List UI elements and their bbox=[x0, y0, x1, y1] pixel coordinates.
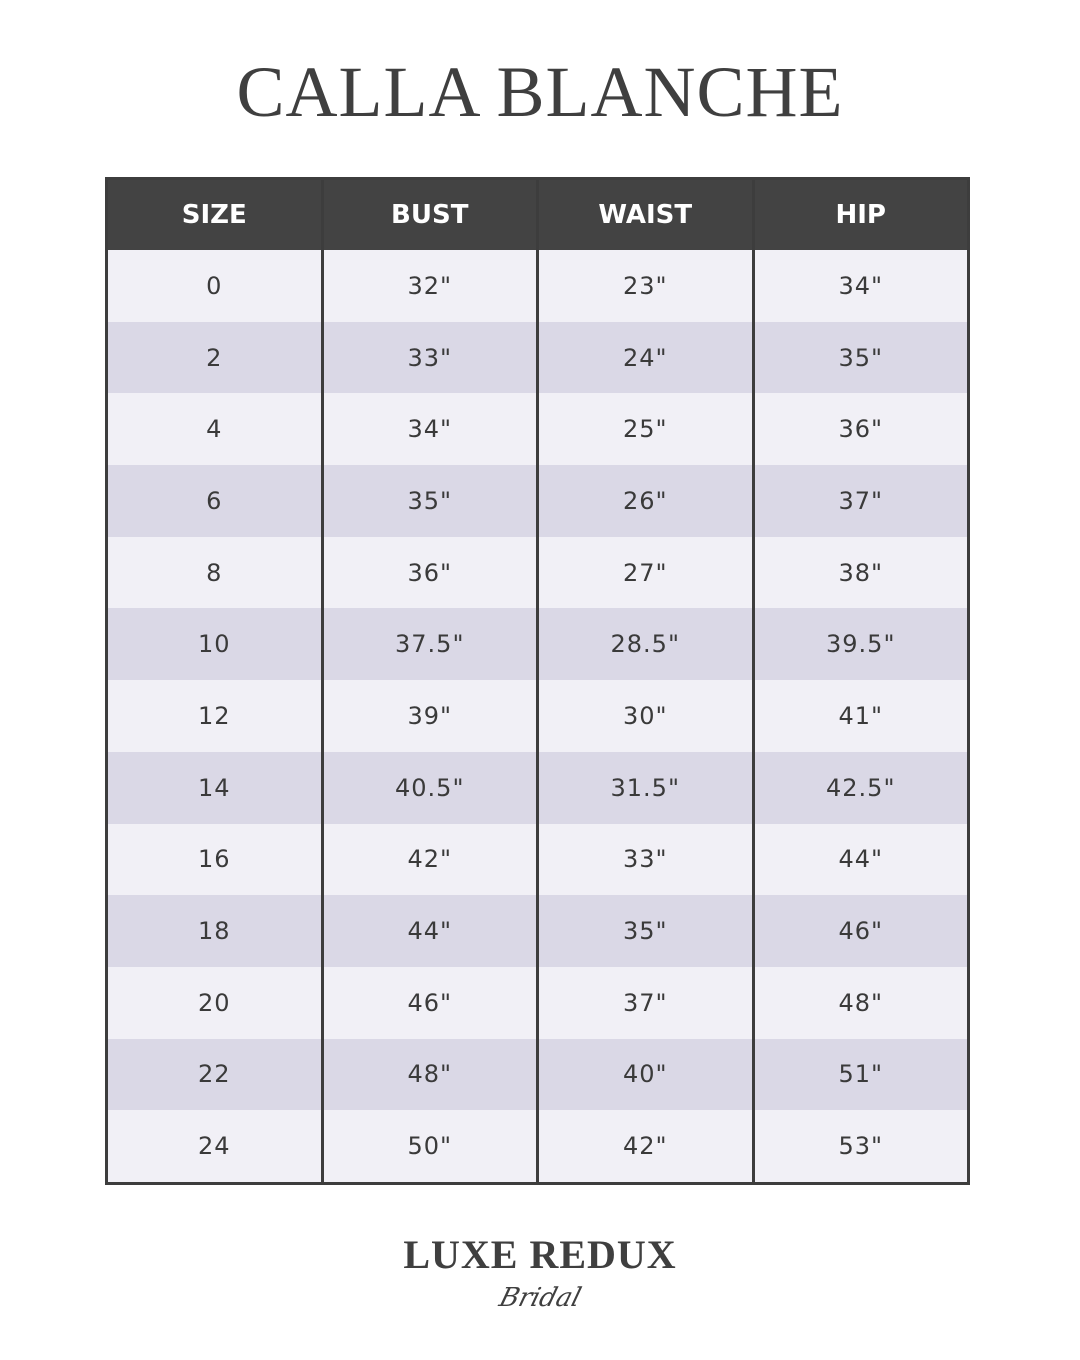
cell-waist: 40" bbox=[537, 1038, 755, 1111]
table-row: 12 39" 30" 41" bbox=[106, 680, 970, 752]
column-header-waist: WAIST bbox=[536, 178, 755, 250]
cell-size: 14 bbox=[106, 751, 324, 824]
cell-bust: 35" bbox=[322, 465, 539, 537]
column-header-hip: HIP bbox=[751, 178, 970, 250]
cell-hip: 38" bbox=[753, 536, 970, 609]
cell-size: 2 bbox=[106, 321, 324, 394]
table-row: 10 37.5" 28.5" 39.5" bbox=[106, 608, 970, 681]
table-header-row: SIZE BUST WAIST HIP bbox=[106, 178, 970, 250]
cell-size: 0 bbox=[106, 250, 324, 322]
table-row: 24 50" 42" 53" bbox=[106, 1110, 970, 1184]
cell-bust: 50" bbox=[322, 1110, 539, 1184]
cell-waist: 28.5" bbox=[537, 608, 755, 681]
cell-hip: 37" bbox=[753, 465, 970, 537]
cell-bust: 46" bbox=[322, 966, 539, 1039]
cell-bust: 39" bbox=[322, 680, 539, 752]
table-row: 8 36" 27" 38" bbox=[106, 536, 970, 609]
cell-hip: 42.5" bbox=[753, 751, 970, 824]
cell-size: 20 bbox=[106, 966, 324, 1039]
table-row: 16 42" 33" 44" bbox=[106, 823, 970, 896]
cell-hip: 34" bbox=[753, 250, 970, 322]
cell-waist: 24" bbox=[537, 321, 755, 394]
cell-hip: 41" bbox=[753, 680, 970, 752]
cell-hip: 46" bbox=[753, 895, 970, 967]
cell-size: 18 bbox=[106, 895, 324, 967]
cell-size: 10 bbox=[106, 608, 324, 681]
cell-hip: 53" bbox=[753, 1110, 970, 1184]
cell-waist: 25" bbox=[537, 393, 755, 466]
cell-bust: 37.5" bbox=[322, 608, 539, 681]
cell-bust: 48" bbox=[322, 1038, 539, 1111]
cell-waist: 27" bbox=[537, 536, 755, 609]
cell-hip: 35" bbox=[753, 321, 970, 394]
cell-bust: 33" bbox=[322, 321, 539, 394]
cell-bust: 34" bbox=[322, 393, 539, 466]
cell-waist: 30" bbox=[537, 680, 755, 752]
cell-waist: 33" bbox=[537, 823, 755, 896]
cell-bust: 32" bbox=[322, 250, 539, 322]
table-row: 6 35" 26" 37" bbox=[106, 465, 970, 537]
table-row: 0 32" 23" 34" bbox=[106, 250, 970, 322]
table-row: 20 46" 37" 48" bbox=[106, 966, 970, 1039]
cell-size: 4 bbox=[106, 393, 324, 466]
table-row: 22 48" 40" 51" bbox=[106, 1038, 970, 1111]
cell-waist: 37" bbox=[537, 966, 755, 1039]
cell-size: 22 bbox=[106, 1038, 324, 1111]
logo-sub-text: Bridal bbox=[495, 1283, 585, 1313]
table-row: 14 40.5" 31.5" 42.5" bbox=[106, 751, 970, 824]
cell-bust: 40.5" bbox=[322, 751, 539, 824]
size-chart-table: SIZE BUST WAIST HIP 0 32" 23" 34" 2 33" 24" 35" 4 34… bbox=[105, 177, 970, 1185]
cell-size: 8 bbox=[106, 536, 324, 609]
cell-waist: 31.5" bbox=[537, 751, 755, 824]
cell-size: 6 bbox=[106, 465, 324, 537]
cell-hip: 48" bbox=[753, 966, 970, 1039]
cell-hip: 44" bbox=[753, 823, 970, 896]
table-row: 2 33" 24" 35" bbox=[106, 321, 970, 394]
table-body: 0 32" 23" 34" 2 33" 24" 35" 4 34" 25" 36" 6 35" 26" 37"… bbox=[106, 250, 970, 1184]
cell-bust: 36" bbox=[322, 536, 539, 609]
column-header-bust: BUST bbox=[320, 178, 539, 250]
cell-size: 12 bbox=[106, 680, 324, 752]
cell-size: 24 bbox=[106, 1110, 324, 1184]
column-header-size: SIZE bbox=[106, 178, 324, 250]
cell-bust: 44" bbox=[322, 895, 539, 967]
cell-waist: 42" bbox=[537, 1110, 755, 1184]
cell-hip: 51" bbox=[753, 1038, 970, 1111]
table-row: 4 34" 25" 36" bbox=[106, 393, 970, 466]
cell-bust: 42" bbox=[322, 823, 539, 896]
cell-hip: 39.5" bbox=[753, 608, 970, 681]
cell-size: 16 bbox=[106, 823, 324, 896]
cell-hip: 36" bbox=[753, 393, 970, 466]
table-row: 18 44" 35" 46" bbox=[106, 895, 970, 967]
page-title: CALLA BLANCHE bbox=[236, 52, 844, 132]
cell-waist: 23" bbox=[537, 250, 755, 322]
brand-logo: LUXE REDUX Bridal bbox=[0, 1232, 1080, 1314]
logo-main-text: LUXE REDUX bbox=[403, 1232, 677, 1277]
cell-waist: 26" bbox=[537, 465, 755, 537]
cell-waist: 35" bbox=[537, 895, 755, 967]
